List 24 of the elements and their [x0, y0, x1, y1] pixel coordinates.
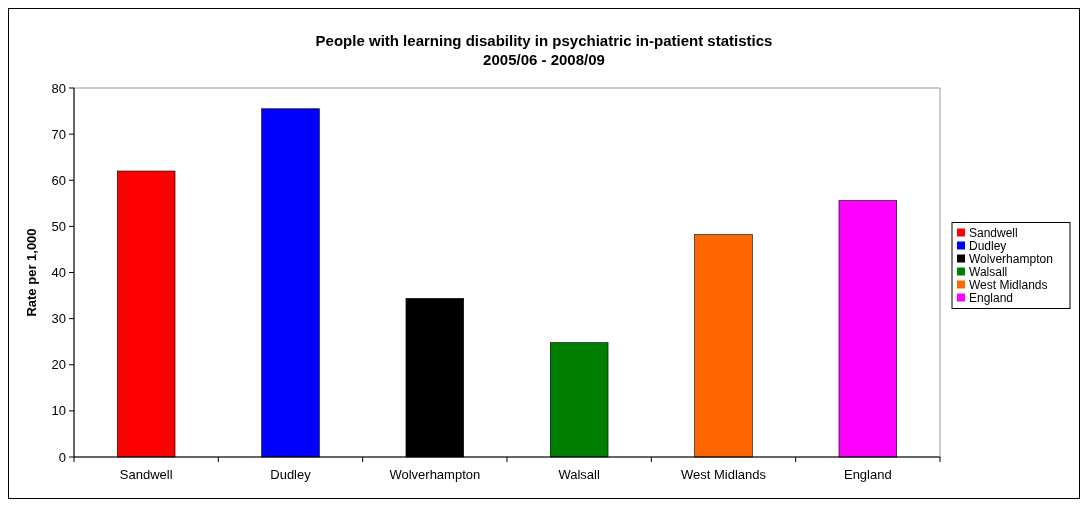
x-tick-label: Dudley — [270, 467, 312, 482]
legend-label: Walsall — [969, 264, 1008, 279]
y-tick-label: 50 — [51, 218, 66, 234]
y-axis-title: Rate per 1,000 — [24, 228, 39, 317]
y-tick-label: 60 — [51, 172, 66, 188]
x-tick-label: Walsall — [558, 467, 600, 482]
x-tick-label: Wolverhampton — [389, 467, 481, 482]
y-tick-label: 30 — [51, 311, 66, 327]
y-tick-label: 20 — [51, 357, 66, 373]
legend-label: Sandwell — [969, 225, 1018, 240]
x-tick-label: West Midlands — [680, 467, 767, 482]
y-tick-label: 10 — [51, 403, 66, 419]
x-tick-label: Sandwell — [119, 467, 173, 482]
legend-label: Dudley — [969, 238, 1007, 253]
legend-label: Wolverhampton — [969, 251, 1053, 266]
y-tick-label: 80 — [51, 80, 66, 96]
legend-label: West Midlands — [969, 277, 1048, 292]
x-tick-label: England — [843, 467, 892, 482]
y-tick-label: 70 — [51, 126, 66, 142]
y-tick-label: 0 — [58, 449, 66, 465]
chart-subtitle: 2005/06 - 2008/09 — [483, 51, 605, 68]
chart-title: People with learning disability in psychiatric in-patient statistics — [315, 32, 773, 49]
y-tick-label: 40 — [51, 265, 66, 281]
legend-label: England — [969, 290, 1014, 305]
